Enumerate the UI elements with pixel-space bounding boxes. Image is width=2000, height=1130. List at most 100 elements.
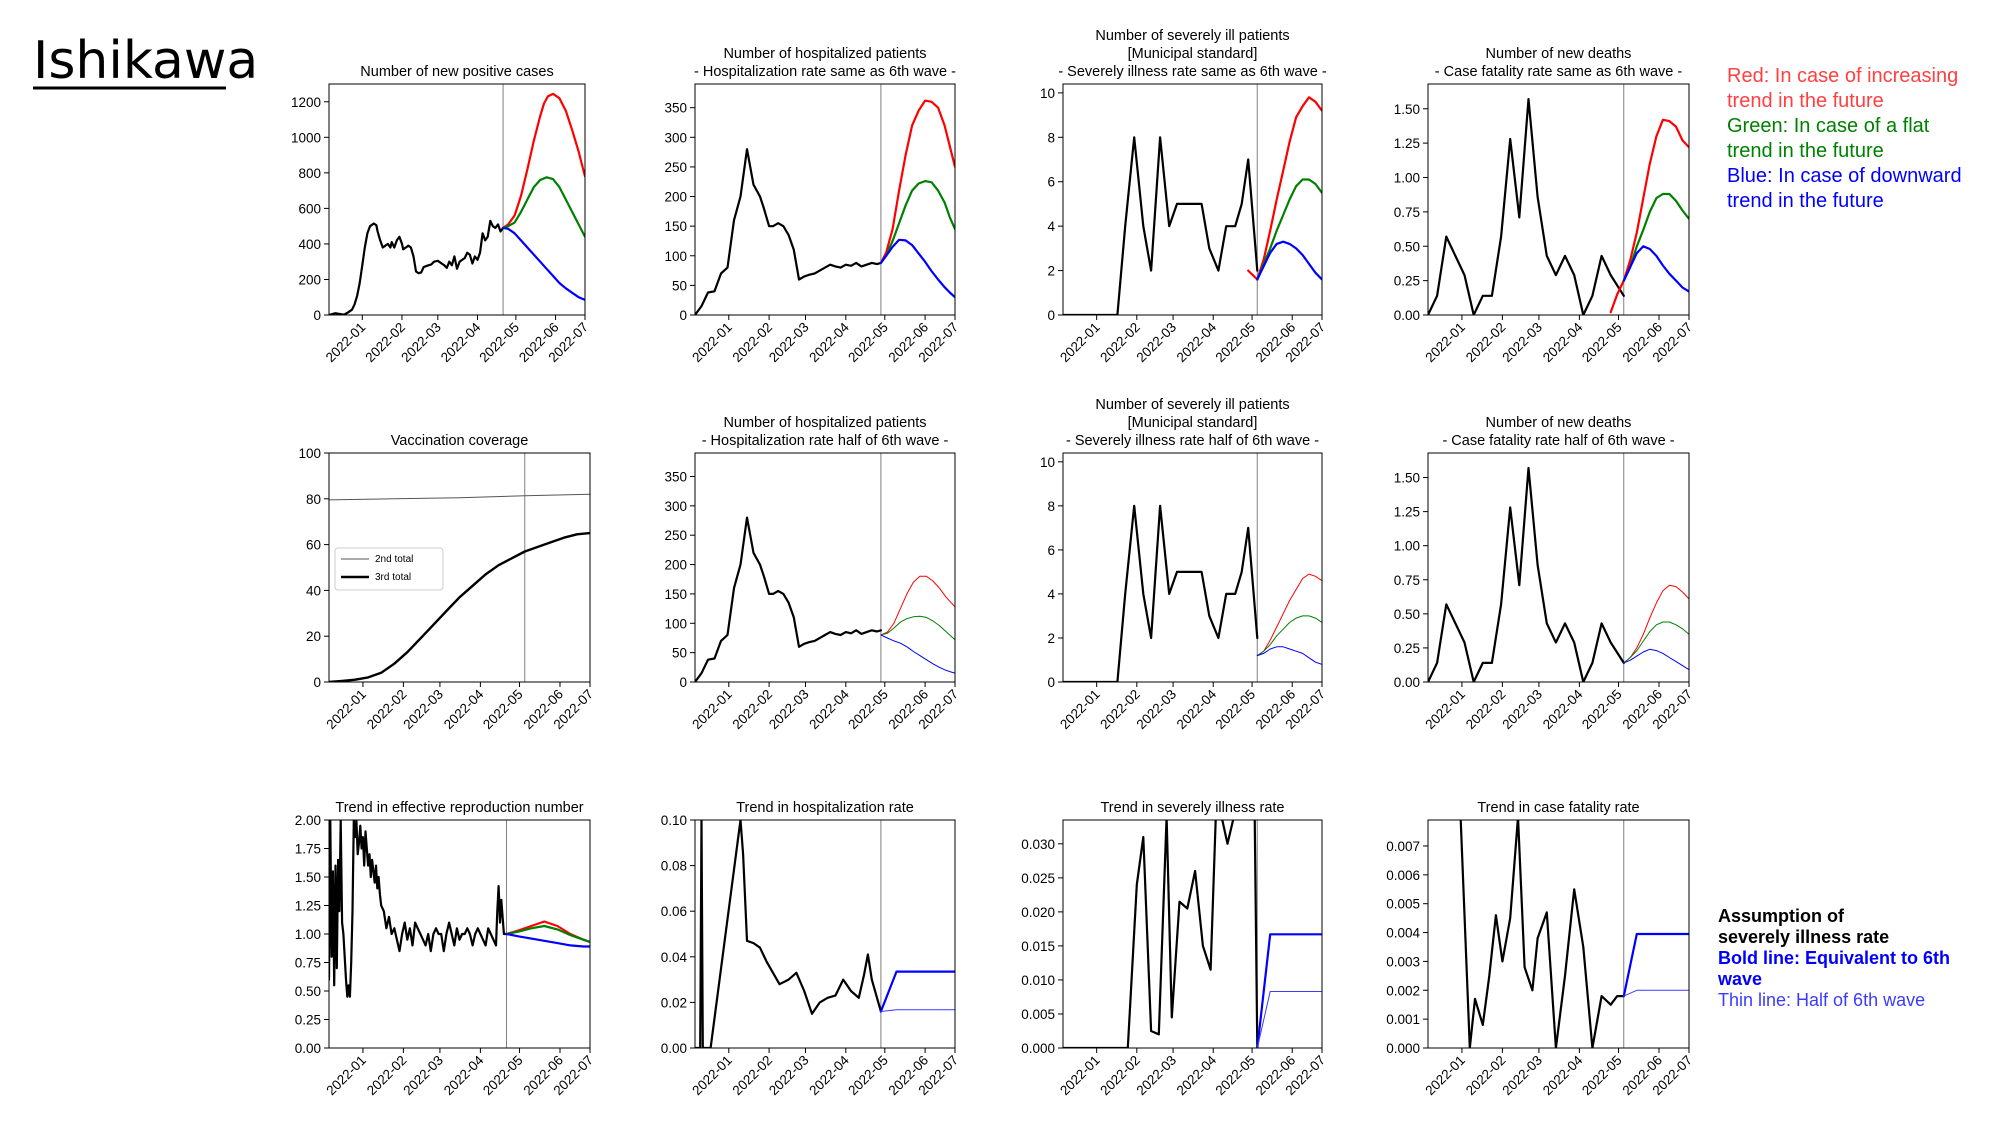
y-tick-label: 0	[679, 308, 687, 323]
page-title: Ishikawa	[33, 31, 258, 91]
x-tick-label: 2022-05	[476, 320, 522, 366]
x-tick-label: 2022-03	[1499, 320, 1545, 366]
chart-cfr: Trend in case fatality rate 0.000 0.001 0.0…	[1386, 800, 1695, 1098]
y-tick-label: 0.020	[1021, 905, 1055, 920]
y-tick-label: 2	[1047, 264, 1055, 279]
y-tick-label: 0.02	[661, 995, 687, 1010]
series-line	[329, 820, 508, 998]
y-tick-label: 0.001	[1386, 1012, 1420, 1027]
x-tick-label: 2022-05	[1213, 687, 1259, 733]
y-tick-label: 0.25	[1394, 274, 1420, 289]
plot-frame	[1062, 83, 1323, 316]
series-line	[1256, 646, 1322, 665]
y-tick-label: 4	[1047, 587, 1055, 602]
x-tick-label: 2022-03	[766, 687, 812, 733]
y-tick-label: 0.00	[661, 1041, 687, 1056]
x-tick-label: 2022-02	[1463, 1053, 1509, 1099]
x-tick-label: 2022-04	[1174, 686, 1220, 732]
y-tick-label: 0.007	[1386, 839, 1420, 854]
y-tick-label: 40	[306, 583, 321, 598]
series-group	[695, 820, 955, 1048]
chart-severe_half: Number of severely ill patients [Municipa…	[1040, 397, 1328, 732]
y-tick-label: 150	[664, 587, 687, 602]
x-tick-label: 2022-03	[1499, 687, 1545, 733]
x-tick-label: 2022-04	[1540, 1052, 1586, 1098]
x-tick-label: 2022-03	[1134, 687, 1180, 733]
series-line	[1256, 615, 1322, 657]
chart-rt: Trend in effective reproduction number 0.…	[295, 800, 596, 1098]
y-tick-label: 300	[664, 499, 687, 514]
y-tick-label: 0.10	[661, 813, 687, 828]
x-tick-label: 2022-01	[689, 320, 735, 366]
x-tick-label: 2022-05	[1579, 320, 1625, 366]
legend-label: 3rd total	[375, 572, 411, 583]
y-tick-label: 1200	[291, 95, 321, 110]
y-tick-label: 60	[306, 538, 321, 553]
series-line	[1256, 991, 1322, 1048]
series-line	[1256, 933, 1322, 1048]
y-tick-label: 8	[1047, 130, 1055, 145]
x-tick-label: 2022-01	[1422, 1053, 1468, 1099]
y-tick-label: 0.025	[1021, 871, 1055, 886]
y-tick-label: 0	[679, 675, 687, 690]
legend-line: Thin line: Half of 6th wave	[1718, 990, 1925, 1010]
y-tick-label: 1.50	[295, 870, 321, 885]
legend-line: Assumption of	[1718, 906, 1845, 926]
chart-title: [Municipal standard]	[1128, 46, 1258, 62]
y-tick-label: 20	[306, 629, 321, 644]
series-line	[1623, 584, 1689, 664]
chart-title: Number of new deaths	[1486, 415, 1632, 431]
series-line	[695, 820, 883, 1048]
plot-frame	[694, 452, 956, 683]
plot-frame	[694, 819, 956, 1049]
y-tick-label: 1.75	[295, 842, 321, 857]
x-tick-label: 2022-01	[323, 320, 369, 366]
plot-frame	[694, 83, 956, 316]
y-tick-label: 0.04	[661, 950, 688, 965]
x-tick-label: 2022-05	[480, 1053, 526, 1099]
y-tick-label: 1.00	[1394, 171, 1420, 186]
chart-hosp_half: Number of hospitalized patients - Hospita…	[664, 415, 961, 732]
series-line	[1247, 96, 1322, 281]
y-tick-label: 0.006	[1386, 868, 1420, 883]
chart-title: Number of severely ill patients	[1095, 397, 1289, 413]
series-group	[329, 493, 590, 682]
y-tick-label: 0.003	[1386, 954, 1420, 969]
y-tick-label: 80	[306, 492, 321, 507]
y-tick-label: 0.08	[661, 859, 687, 874]
x-tick-label: 2022-01	[1422, 320, 1468, 366]
x-tick-label: 2022-02	[364, 1053, 410, 1099]
y-tick-label: 350	[664, 469, 687, 484]
series-line	[505, 924, 590, 944]
series-line	[879, 970, 955, 1013]
y-tick-label: 0.25	[295, 1013, 321, 1028]
x-tick-label: 2022-03	[766, 1053, 812, 1099]
y-tick-label: 0	[1047, 675, 1055, 690]
series-group	[695, 516, 955, 682]
chart-title: Trend in effective reproduction number	[335, 800, 583, 816]
y-tick-label: 200	[664, 558, 687, 573]
y-tick-label: 10	[1040, 455, 1055, 470]
chart-title: Number of severely ill patients	[1095, 28, 1289, 44]
y-tick-label: 1.25	[295, 899, 321, 914]
chart-cases: Number of new positive cases 0 200 400 600 80…	[291, 64, 591, 365]
x-tick-label: 2022-04	[1174, 319, 1220, 365]
chart-title: Number of hospitalized patients	[723, 415, 926, 431]
y-tick-label: 1.00	[1394, 539, 1420, 554]
y-tick-label: 1.50	[1394, 102, 1420, 117]
y-tick-label: 6	[1047, 175, 1055, 190]
chart-hosp_rate: Trend in hospitalization rate 0.00 0.02 0.0…	[661, 800, 961, 1098]
x-tick-label: 2022-04	[806, 319, 852, 365]
x-tick-label: 2022-04	[1540, 686, 1586, 732]
chart-title: - Hospitalization rate half of 6th wave …	[702, 433, 949, 449]
y-tick-label: 0.00	[295, 1041, 321, 1056]
y-tick-label: 50	[672, 646, 687, 661]
x-tick-label: 2022-01	[1057, 320, 1103, 366]
series-line	[879, 99, 955, 264]
series-group	[1063, 504, 1322, 682]
x-tick-label: 2022-05	[480, 687, 526, 733]
chart-deaths: Number of new deaths - Case fatality rate…	[1394, 46, 1695, 365]
series-line	[329, 219, 505, 315]
